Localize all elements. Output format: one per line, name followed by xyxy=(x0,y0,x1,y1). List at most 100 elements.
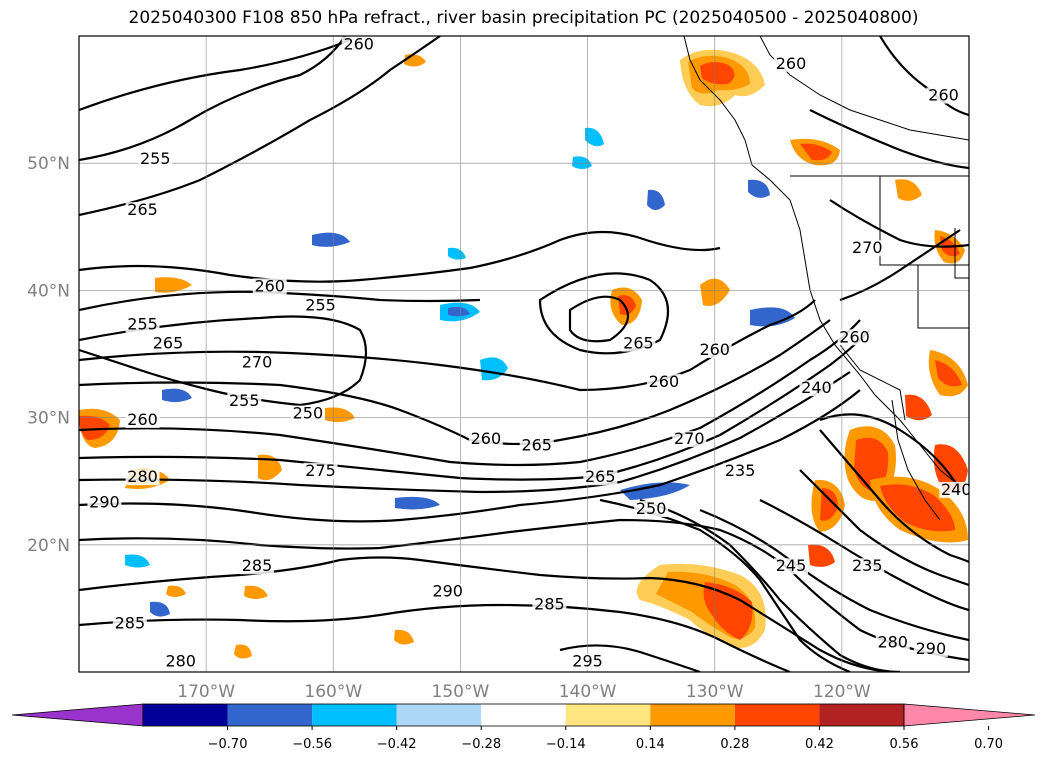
contour-label: 240 xyxy=(801,378,832,397)
contour-label: 260 xyxy=(699,340,730,359)
contour-label: 260 xyxy=(254,276,285,295)
contour-label: 285 xyxy=(115,613,146,632)
contour-label-bg xyxy=(303,297,338,314)
contour-label-bg xyxy=(913,640,948,657)
contour-label-bg xyxy=(837,329,872,346)
map-title: 2025040300 F108 850 hPa refract., river … xyxy=(128,8,919,28)
contour-label-bg xyxy=(163,653,198,670)
contour-label: 255 xyxy=(127,315,158,334)
contour-label-bg xyxy=(125,316,160,333)
refractivity-contours xyxy=(79,36,969,672)
contour-label: 260 xyxy=(471,429,502,448)
contour-label-bg xyxy=(303,462,338,479)
colorbar-extend-low xyxy=(11,703,144,727)
latitude-label: 50°N xyxy=(27,154,70,174)
colorbar-tick-label: −0.42 xyxy=(377,737,417,752)
contour-label-bg xyxy=(646,373,681,390)
colorbar-tick-label: 0.14 xyxy=(636,737,665,752)
colorbar-tick-label: −0.56 xyxy=(292,737,332,752)
contour-label: 265 xyxy=(623,334,654,353)
colorbar-extend-high xyxy=(903,703,1036,727)
contour-label: 260 xyxy=(928,86,959,105)
contour-label-bg xyxy=(926,87,961,104)
contour-label: 270 xyxy=(852,238,883,257)
colorbar: −0.70 −0.56 −0.42 −0.28 −0.14 0.14 0.28 0.42 0.5… xyxy=(11,703,1036,752)
contour-label-bg xyxy=(519,437,554,454)
contour-label: 265 xyxy=(153,334,184,353)
contour-label: 280 xyxy=(165,652,196,671)
colorbar-tick-label: 0.70 xyxy=(974,737,1003,752)
contour-label: 260 xyxy=(649,372,680,391)
map-area: 2602552652602552552652702552502602802902… xyxy=(79,35,972,672)
contour-label-bg xyxy=(723,462,758,479)
contour-label: 295 xyxy=(572,652,603,671)
colorbar-tick-label: −0.28 xyxy=(461,737,501,752)
contour-label-bg xyxy=(341,36,376,53)
colorbar-swatch xyxy=(227,704,313,726)
latitude-label: 30°N xyxy=(27,409,70,429)
contour-label: 280 xyxy=(877,633,908,652)
contour-label-bg xyxy=(774,558,808,575)
contour-label: 285 xyxy=(534,594,565,613)
contour-label-bg xyxy=(634,501,669,517)
contour-label-bg xyxy=(125,411,160,428)
colorbar-swatch xyxy=(312,704,397,726)
contour-label-bg xyxy=(125,202,160,219)
contour-label-bg xyxy=(125,469,160,486)
contour-label: 290 xyxy=(432,582,463,601)
contour-label: 290 xyxy=(916,639,947,658)
contour-label-bg xyxy=(570,653,605,670)
map-frame xyxy=(78,35,970,673)
colorbar-swatch xyxy=(481,704,566,726)
contour-label-bg xyxy=(87,494,122,511)
contour-label: 275 xyxy=(305,461,336,480)
colorbar-swatch xyxy=(565,704,651,726)
contour-label: 235 xyxy=(725,461,756,480)
contour-label-bg xyxy=(532,596,567,613)
longitude-label: 170°W xyxy=(177,682,235,702)
contour-label-bg xyxy=(850,558,885,575)
contour-label: 235 xyxy=(852,556,883,575)
longitude-labels: 170°W 160°W 150°W 140°W 130°W 120°W xyxy=(177,682,871,702)
contour-label-bg xyxy=(583,469,618,486)
colorbar-swatch xyxy=(143,704,228,726)
contour-label-bg xyxy=(621,335,656,352)
contour-label: 250 xyxy=(293,404,324,423)
contour-label: 270 xyxy=(242,353,273,372)
latitude-labels: 20°N 30°N 40°N 50°N xyxy=(27,154,70,556)
colorbar-tick-label: −0.14 xyxy=(546,737,586,752)
contour-label: 240 xyxy=(941,480,972,499)
colorbar-swatch xyxy=(396,704,482,726)
contour-label: 260 xyxy=(343,35,374,54)
contour-label: 260 xyxy=(839,327,870,346)
contour-label: 255 xyxy=(305,295,336,314)
colorbar-tick-label: 0.56 xyxy=(890,737,919,752)
longitude-label: 140°W xyxy=(559,682,617,702)
colorbar-tick-label: 0.42 xyxy=(805,737,834,752)
colorbar-tick-label: −0.70 xyxy=(208,737,248,752)
longitude-label: 150°W xyxy=(432,682,490,702)
contour-label-bg xyxy=(290,405,325,422)
colorbar-outline xyxy=(142,703,905,727)
contour-label: 265 xyxy=(127,200,158,219)
contour-label-bg xyxy=(697,342,732,358)
contour-label-bg xyxy=(112,615,147,632)
latitude-label: 20°N xyxy=(27,536,70,556)
colorbar-swatch xyxy=(650,704,735,726)
colorbar-swatch xyxy=(819,704,904,726)
contour-label: 265 xyxy=(521,435,552,454)
contour-label-bg xyxy=(672,431,707,448)
latitude-label: 40°N xyxy=(27,281,70,301)
contour-label: 265 xyxy=(585,467,616,486)
contour-label-bg xyxy=(468,431,503,448)
contour-label: 280 xyxy=(127,467,158,486)
graticule xyxy=(79,36,969,672)
contour-label-bg xyxy=(799,380,834,397)
contour-label: 255 xyxy=(229,391,260,410)
contour-labels: 2602552652602552552652702552502602802902… xyxy=(87,35,972,671)
contour-label-bg xyxy=(151,335,185,352)
contour-label: 255 xyxy=(140,149,171,168)
longitude-label: 160°W xyxy=(304,682,362,702)
contour-label-bg xyxy=(240,558,274,575)
contour-label: 250 xyxy=(636,499,667,518)
